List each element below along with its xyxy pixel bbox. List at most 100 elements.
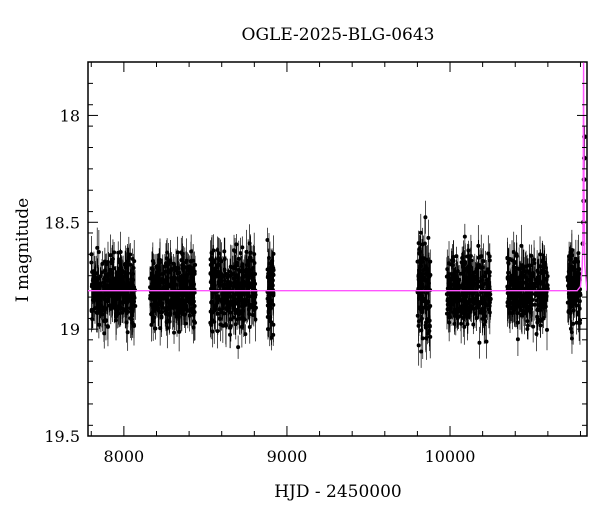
data-point [172, 283, 177, 288]
data-point [154, 283, 159, 288]
data-point [116, 295, 121, 300]
data-point [236, 345, 241, 350]
data-point [538, 281, 543, 286]
data-point [538, 301, 543, 306]
y-tick-label: 19.5 [44, 427, 80, 446]
data-point [246, 258, 251, 263]
data-point [484, 303, 489, 308]
data-point [184, 274, 189, 279]
data-point [242, 298, 247, 303]
data-point [449, 297, 454, 302]
data-point [181, 273, 186, 278]
data-point [151, 319, 156, 324]
data-point [475, 274, 480, 279]
data-point [487, 258, 492, 263]
data-point [542, 293, 547, 298]
data-point [222, 256, 227, 261]
data-point [172, 330, 177, 335]
data-point [426, 299, 431, 304]
data-point [428, 334, 433, 339]
data-point [419, 328, 424, 333]
data-point [247, 241, 252, 246]
data-point [253, 271, 258, 276]
data-point [221, 295, 226, 300]
data-point [226, 301, 231, 306]
data-point [577, 267, 582, 272]
data-point [578, 318, 583, 323]
data-point [96, 250, 101, 255]
data-point [209, 322, 214, 327]
data-point [150, 259, 155, 264]
data-series [89, 126, 587, 368]
data-point [114, 314, 119, 319]
data-point [571, 302, 576, 307]
data-point [571, 283, 576, 288]
data-point [170, 305, 175, 310]
data-point [471, 306, 476, 311]
data-point [506, 261, 511, 266]
data-point [131, 265, 136, 270]
data-point [90, 308, 95, 313]
data-point [250, 312, 255, 317]
data-point [569, 330, 574, 335]
data-point [252, 307, 257, 312]
data-point [122, 290, 127, 295]
data-point [108, 306, 113, 311]
data-point [527, 263, 532, 268]
data-point [425, 331, 430, 336]
data-point [233, 297, 238, 302]
data-point [570, 277, 575, 282]
y-tick-label: 19 [60, 320, 80, 339]
data-point [247, 324, 252, 329]
data-point [424, 278, 429, 283]
data-point [538, 323, 543, 328]
data-point [423, 215, 428, 220]
chart-title: OGLE-2025-BLG-0643 [242, 25, 435, 45]
data-point [251, 258, 256, 263]
data-point [510, 293, 515, 298]
data-point [151, 279, 156, 284]
data-point [531, 283, 536, 288]
data-point [228, 332, 233, 337]
data-point [416, 323, 421, 328]
data-point [514, 252, 519, 257]
data-point [148, 296, 153, 301]
data-point [421, 285, 426, 290]
data-point [241, 303, 246, 308]
data-point [424, 257, 429, 262]
data-point [183, 321, 188, 326]
data-point [95, 245, 100, 250]
data-point [426, 235, 431, 240]
data-point [448, 315, 453, 320]
data-point [462, 324, 467, 329]
data-point [506, 292, 511, 297]
data-point [428, 272, 433, 277]
data-point [458, 306, 463, 311]
data-point [159, 315, 164, 320]
data-point [468, 253, 473, 258]
data-point [150, 310, 155, 315]
data-point [149, 285, 154, 290]
data-point [271, 302, 276, 307]
data-point [541, 269, 546, 274]
data-point [519, 243, 524, 248]
data-point [267, 318, 272, 323]
data-point [180, 285, 185, 290]
data-point [467, 267, 472, 272]
data-point [233, 279, 238, 284]
data-point [222, 249, 227, 254]
data-point [175, 250, 180, 255]
data-point [105, 324, 110, 329]
data-point [121, 285, 126, 290]
data-point [471, 300, 476, 305]
x-axis-label: HJD - 2450000 [274, 482, 402, 502]
data-point [515, 311, 520, 316]
data-point [566, 277, 571, 282]
data-point [418, 249, 423, 254]
data-point [129, 277, 134, 282]
x-tick-label: 8000 [104, 447, 145, 466]
data-point [488, 296, 493, 301]
data-point [420, 336, 425, 341]
data-point [530, 297, 535, 302]
data-point [445, 286, 450, 291]
